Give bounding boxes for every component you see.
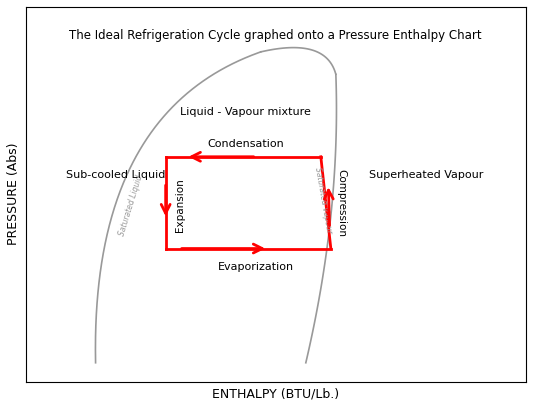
Text: Condensation: Condensation: [207, 139, 284, 149]
Y-axis label: PRESSURE (Abs): PRESSURE (Abs): [7, 143, 20, 245]
Text: Superheated Vapour: Superheated Vapour: [369, 171, 483, 180]
Text: Saturated Vapour: Saturated Vapour: [313, 166, 334, 234]
Text: Compression: Compression: [337, 168, 347, 236]
Text: Evaporization: Evaporization: [217, 262, 294, 272]
Text: The Ideal Refrigeration Cycle graphed onto a Pressure Enthalpy Chart: The Ideal Refrigeration Cycle graphed on…: [69, 29, 482, 42]
Text: Liquid - Vapour mixture: Liquid - Vapour mixture: [180, 107, 311, 117]
Text: Saturated Liquid: Saturated Liquid: [117, 174, 144, 237]
Text: Expansion: Expansion: [175, 179, 184, 232]
Text: Sub-cooled Liquid: Sub-cooled Liquid: [66, 171, 165, 180]
X-axis label: ENTHALPY (BTU/Lb.): ENTHALPY (BTU/Lb.): [212, 387, 340, 400]
